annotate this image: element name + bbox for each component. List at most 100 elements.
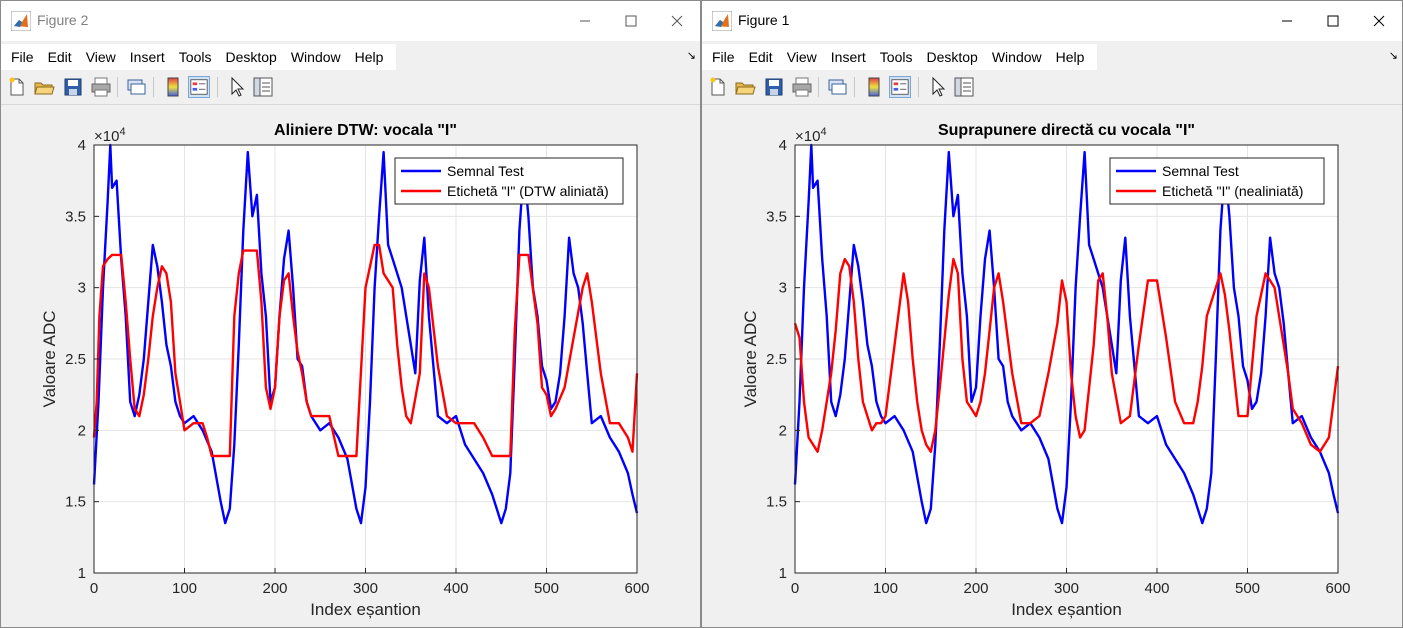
window-title: Figure 1 <box>738 12 790 28</box>
print-icon[interactable] <box>791 76 813 98</box>
new-figure-icon[interactable] <box>6 76 28 98</box>
print-icon[interactable] <box>90 76 112 98</box>
figure-window-2: Figure 2 File Edit View Insert Tools Des… <box>0 0 701 628</box>
x-tick-label: 400 <box>1144 580 1169 597</box>
series-line <box>92 143 639 525</box>
series-line <box>793 257 1340 453</box>
y-tick-label: 2.5 <box>65 351 86 368</box>
insert-legend-button[interactable] <box>188 76 210 98</box>
open-file-icon[interactable] <box>734 76 756 98</box>
y-tick-label: 4 <box>779 137 787 154</box>
y-tick-label: 3 <box>779 280 787 297</box>
figure-canvas[interactable]: 0 100 200 300 400 500 600 1 1.5 2 2.5 3 3.5 4 ×104 Alin… <box>1 105 700 627</box>
minimize-button[interactable] <box>562 1 608 41</box>
minimize-icon <box>1282 20 1292 22</box>
title-bar[interactable]: Figure 1 <box>702 1 1402 41</box>
x-tick-label: 100 <box>873 580 898 597</box>
y-axis-label: Valoare ADC <box>741 310 760 407</box>
insert-legend-button[interactable] <box>889 76 911 98</box>
link-plot-icon[interactable] <box>826 76 848 98</box>
y-tick-label: 1.5 <box>65 494 86 511</box>
y-tick-label: 1.5 <box>766 494 787 511</box>
link-plot-icon[interactable] <box>125 76 147 98</box>
x-tick-label: 500 <box>534 580 559 597</box>
x-tick-label: 300 <box>353 580 378 597</box>
menu-tools[interactable]: Tools <box>178 49 212 65</box>
x-tick-label: 0 <box>90 580 98 597</box>
minimize-button[interactable] <box>1264 1 1310 41</box>
edit-plot-arrow-icon[interactable] <box>226 76 248 98</box>
plot-title: Aliniere DTW: vocala "I" <box>274 122 457 139</box>
series-line <box>92 243 639 458</box>
x-tick-label: 500 <box>1235 580 1260 597</box>
menu-edit[interactable]: Edit <box>47 49 72 65</box>
dock-arrow-icon[interactable]: ↘ <box>1388 50 1398 62</box>
close-icon <box>671 15 683 27</box>
matlab-icon <box>11 11 31 31</box>
window-title: Figure 2 <box>37 12 89 28</box>
toolbar <box>1 71 700 105</box>
close-button[interactable] <box>654 1 700 41</box>
menu-bar: File Edit View Insert Tools Desktop Wind… <box>1 41 700 71</box>
toolbar <box>702 71 1402 105</box>
property-inspector-icon[interactable] <box>252 76 274 98</box>
y-tick-label: 2.5 <box>766 351 787 368</box>
menu-file[interactable]: File <box>11 49 34 65</box>
menu-tools[interactable]: Tools <box>879 49 913 65</box>
legend-box <box>394 157 624 205</box>
y-tick-label: 4 <box>78 137 86 154</box>
y-tick-label: 3 <box>78 280 86 297</box>
x-tick-label: 100 <box>172 580 197 597</box>
legend-box <box>1109 157 1325 205</box>
figure-canvas[interactable]: 0 100 200 300 400 500 600 1 1.5 2 2.5 3 3.5 4 ×104 Supr… <box>702 105 1402 627</box>
menu-file[interactable]: File <box>712 49 735 65</box>
x-tick-label: 400 <box>443 580 468 597</box>
y-tick-label: 2 <box>78 422 86 439</box>
legend-label: Semnal Test <box>1162 163 1239 179</box>
property-inspector-icon[interactable] <box>953 76 975 98</box>
menu-view[interactable]: View <box>786 49 817 65</box>
y-tick-label: 3.5 <box>766 208 787 225</box>
close-button[interactable] <box>1356 1 1402 41</box>
x-axis-label: Index eșantion <box>310 600 421 619</box>
y-tick-label: 1 <box>78 565 86 582</box>
y-tick-label: 1 <box>779 565 787 582</box>
series-line <box>793 143 1340 525</box>
close-icon <box>1373 15 1385 27</box>
x-tick-label: 200 <box>262 580 287 597</box>
insert-colorbar-icon[interactable] <box>162 76 184 98</box>
menu-insert[interactable]: Insert <box>129 49 165 65</box>
menu-desktop[interactable]: Desktop <box>926 49 978 65</box>
menu-insert[interactable]: Insert <box>830 49 866 65</box>
dock-arrow-icon[interactable]: ↘ <box>686 50 696 62</box>
menu-bar: File Edit View Insert Tools Desktop Wind… <box>702 41 1402 71</box>
title-bar[interactable]: Figure 2 <box>1 1 700 41</box>
menu-help[interactable]: Help <box>1055 49 1085 65</box>
figure-window-1: Figure 1 File Edit View Insert Tools Des… <box>701 0 1403 628</box>
maximize-button[interactable] <box>1310 1 1356 41</box>
maximize-icon <box>1327 15 1339 27</box>
menu-window[interactable]: Window <box>290 49 341 65</box>
open-file-icon[interactable] <box>33 76 55 98</box>
x-tick-label: 600 <box>624 580 649 597</box>
save-icon[interactable] <box>763 76 785 98</box>
line-plot: 0 100 200 300 400 500 600 1 1.5 2 2.5 3 3.5 4 ×104 Alin… <box>40 122 650 619</box>
menu-window[interactable]: Window <box>991 49 1042 65</box>
menu-help[interactable]: Help <box>354 49 384 65</box>
new-figure-icon[interactable] <box>707 76 729 98</box>
legend-label: Etichetă "I" (nealiniată) <box>1162 183 1303 199</box>
y-multiplier-label: ×104 <box>94 126 126 145</box>
legend-label: Etichetă "I" (DTW aliniată) <box>447 183 609 199</box>
line-plot: 0 100 200 300 400 500 600 1 1.5 2 2.5 3 3.5 4 ×104 Supr… <box>741 122 1351 619</box>
maximize-button[interactable] <box>608 1 654 41</box>
menu-desktop[interactable]: Desktop <box>225 49 277 65</box>
edit-plot-arrow-icon[interactable] <box>927 76 949 98</box>
save-icon[interactable] <box>62 76 84 98</box>
menu-view[interactable]: View <box>85 49 116 65</box>
insert-colorbar-icon[interactable] <box>863 76 885 98</box>
menu-edit[interactable]: Edit <box>748 49 773 65</box>
insert-legend-icon <box>891 79 909 95</box>
legend-label: Semnal Test <box>447 163 524 179</box>
y-axis-label: Valoare ADC <box>40 310 59 407</box>
y-tick-label: 2 <box>779 422 787 439</box>
